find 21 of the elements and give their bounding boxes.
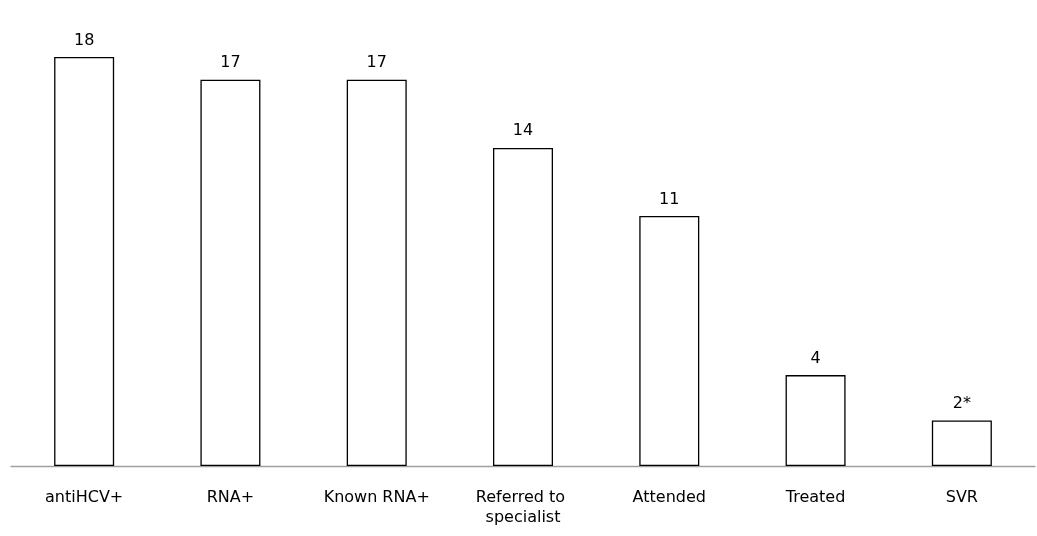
x-tick-label: RNA+ — [206, 486, 255, 506]
data-label: 4 — [810, 347, 821, 367]
data-label: 14 — [512, 120, 534, 140]
bar — [639, 216, 700, 466]
bar — [54, 57, 115, 466]
data-label: 17 — [366, 52, 387, 72]
data-label: 2* — [952, 393, 971, 413]
bar — [785, 375, 846, 466]
x-tick-label: antiHCV+ — [45, 486, 124, 506]
x-tick-label: SVR — [945, 486, 978, 506]
x-tick-label: Known RNA+ — [323, 486, 430, 506]
bar — [931, 420, 992, 466]
bar — [200, 79, 261, 466]
x-tick-label: Referred to specialist — [475, 486, 571, 526]
data-label: 18 — [73, 29, 95, 49]
x-tick-label: Treated — [784, 486, 846, 506]
x-tick-label: Attended — [632, 486, 706, 506]
data-label: 17 — [220, 52, 241, 72]
bar — [346, 79, 407, 466]
bar — [493, 147, 553, 466]
data-label: 11 — [659, 188, 680, 208]
